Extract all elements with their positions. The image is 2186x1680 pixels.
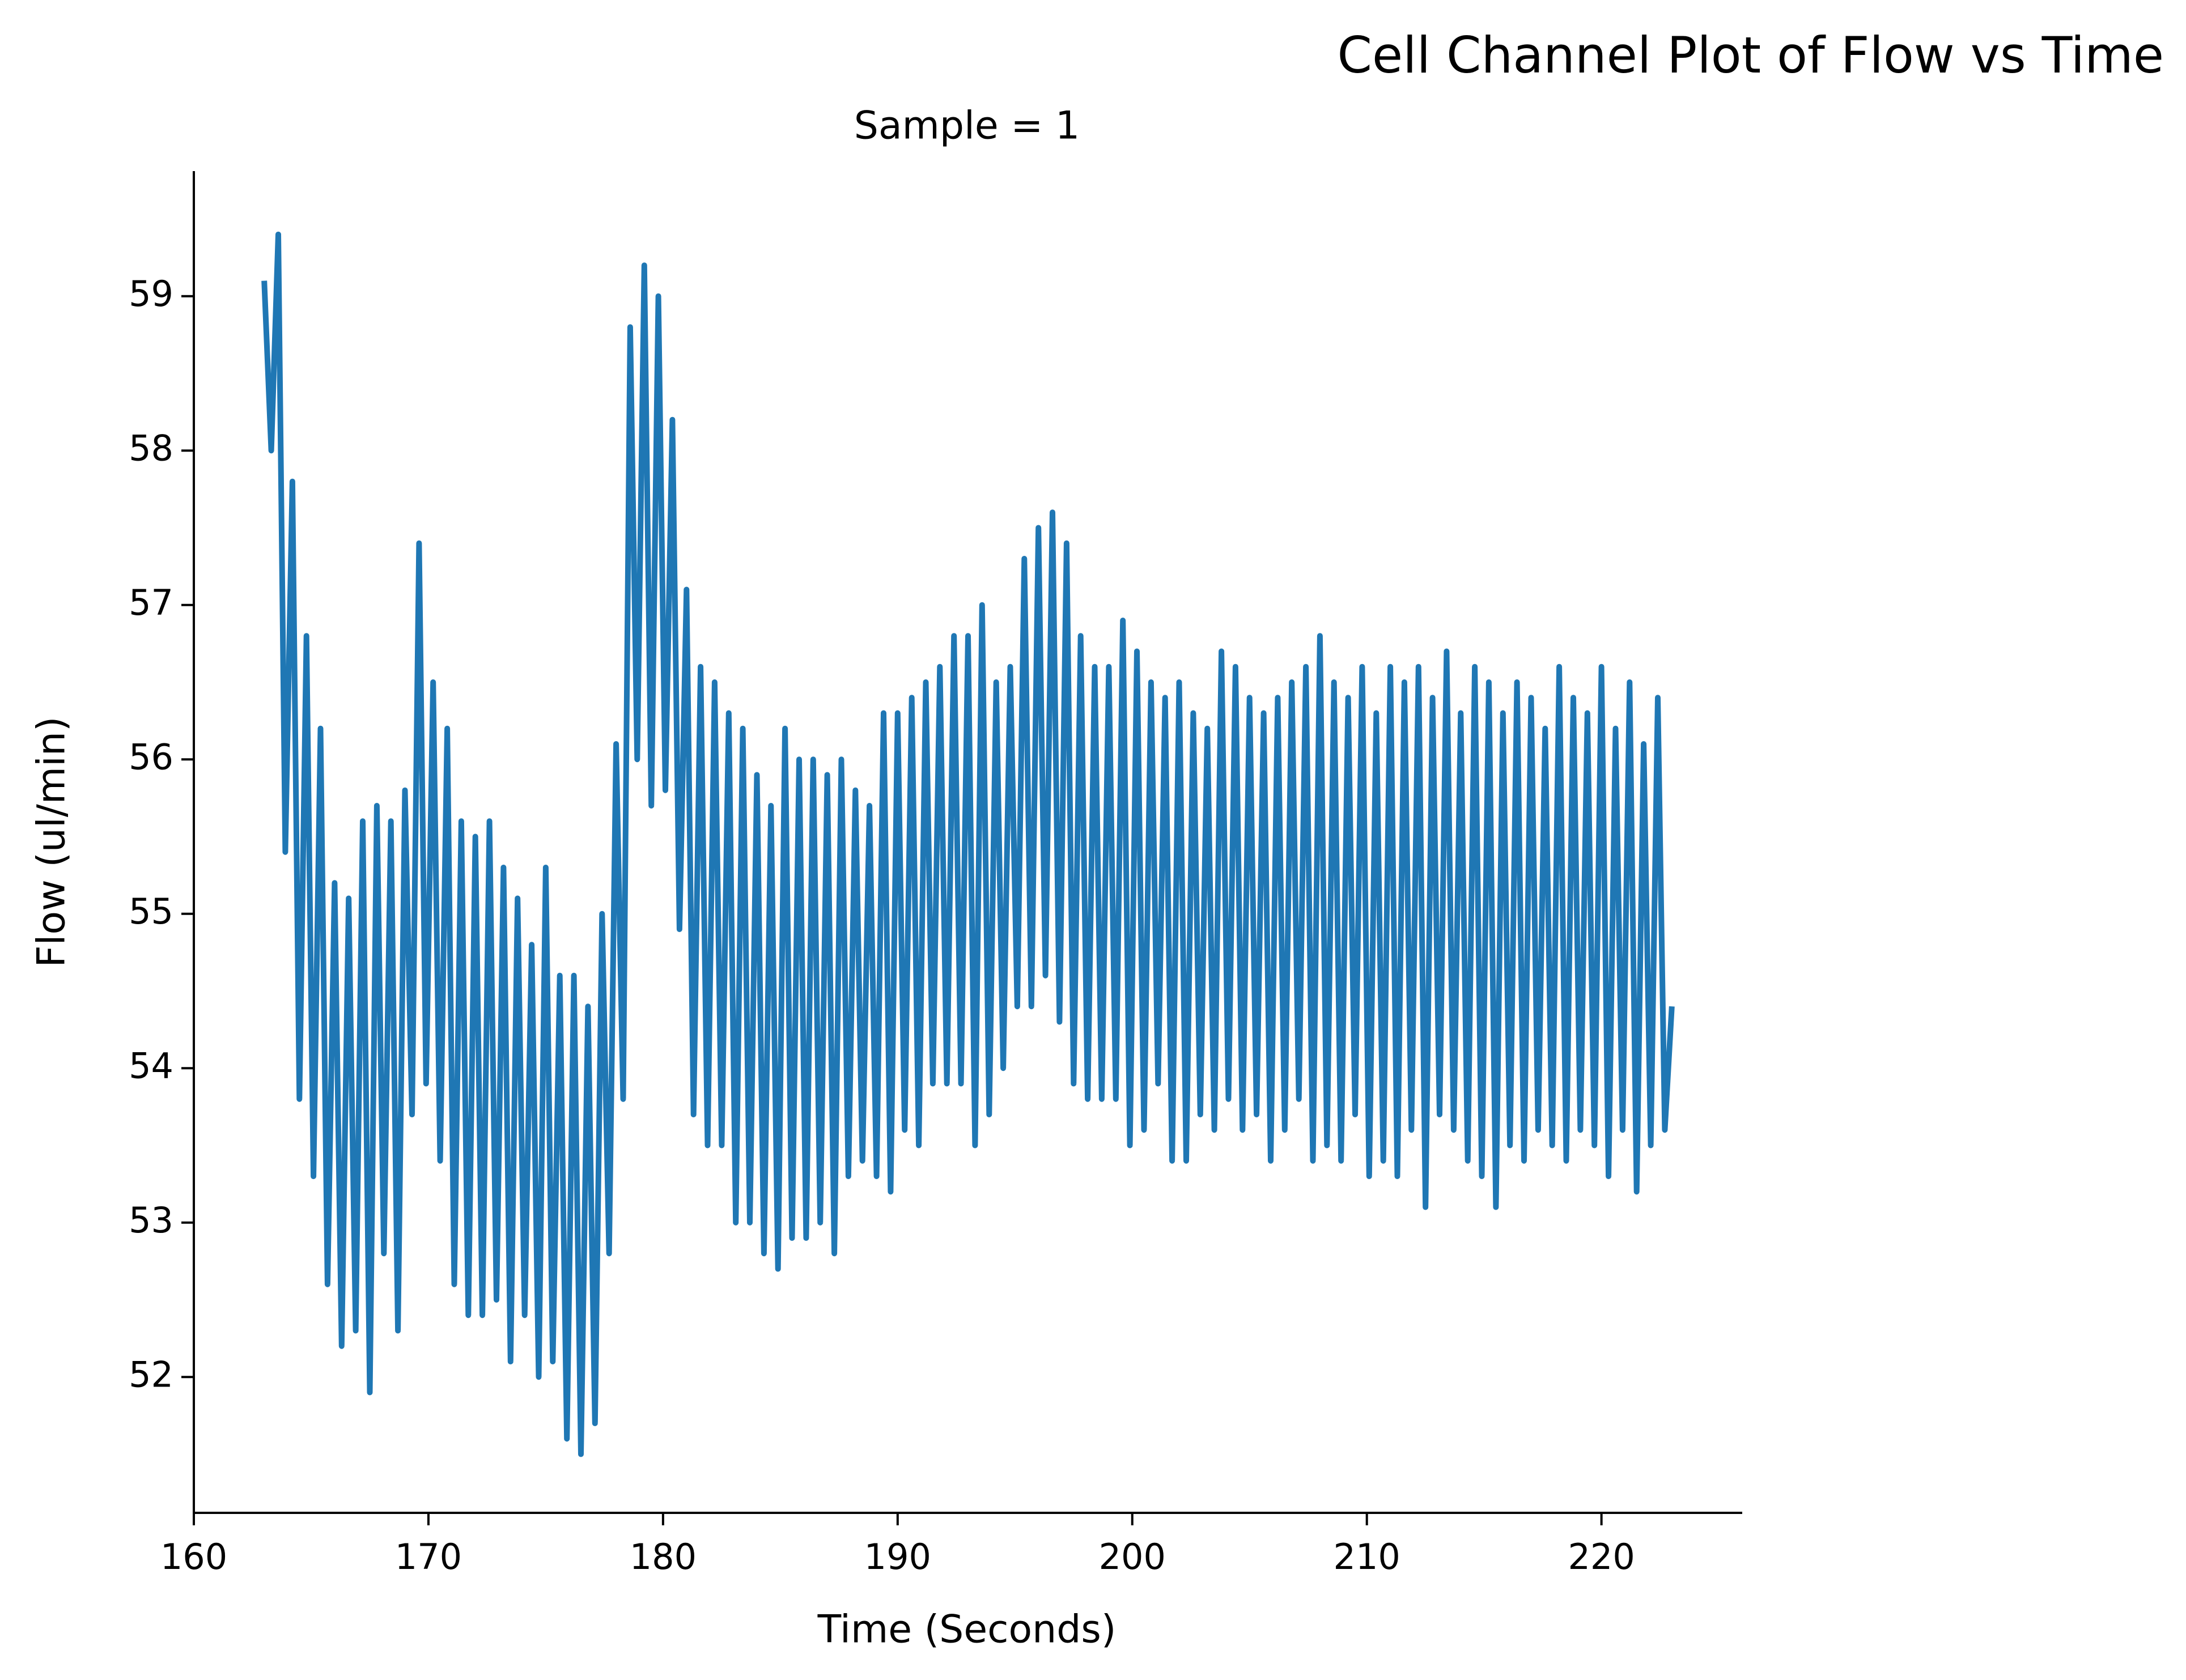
x-tick-label: 180 <box>630 1536 697 1577</box>
x-tick-label: 220 <box>1568 1536 1635 1577</box>
y-tick-label: 53 <box>129 1200 173 1241</box>
y-tick-label: 56 <box>129 736 173 777</box>
y-tick-label: 57 <box>129 582 173 623</box>
x-tick-label: 190 <box>864 1536 931 1577</box>
data-line <box>261 231 1675 1457</box>
y-tick-label: 59 <box>129 273 173 314</box>
x-tick-label: 160 <box>160 1536 227 1577</box>
y-tick-label: 58 <box>129 427 173 469</box>
y-tick-label: 52 <box>129 1354 173 1395</box>
x-axis-label: Time (Seconds) <box>817 1607 1117 1652</box>
chart-subtitle: Sample = 1 <box>854 104 1080 148</box>
x-tick-label: 170 <box>395 1536 462 1577</box>
y-axis-label: Flow (ul/min) <box>29 716 74 967</box>
y-tick-label: 55 <box>129 891 173 932</box>
x-tick-label: 210 <box>1334 1536 1400 1577</box>
y-tick-label: 54 <box>129 1045 173 1086</box>
chart-title: Cell Channel Plot of Flow vs Time <box>1338 26 2164 84</box>
x-tick-label: 200 <box>1099 1536 1166 1577</box>
